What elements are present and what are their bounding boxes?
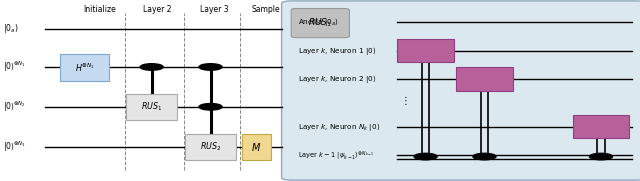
Text: $RUS(\theta_1)$: $RUS(\theta_1)$ [411, 46, 440, 56]
Text: Layer $k$, Neuron 1 $|0\rangle$: Layer $k$, Neuron 1 $|0\rangle$ [298, 45, 376, 57]
Circle shape [140, 64, 163, 70]
Text: Initialize: Initialize [83, 5, 116, 14]
Text: $\vdots$: $\vdots$ [400, 94, 408, 107]
Circle shape [589, 153, 612, 160]
Text: Layer $k-1$ $|\psi_{k-1}\rangle^{\otimes N_{k-1}}$: Layer $k-1$ $|\psi_{k-1}\rangle^{\otimes… [298, 150, 374, 163]
Text: $RUS_2$: $RUS_2$ [200, 141, 221, 153]
Text: $M$: $M$ [252, 141, 261, 153]
FancyBboxPatch shape [456, 67, 513, 90]
FancyBboxPatch shape [573, 115, 629, 138]
Circle shape [199, 64, 222, 70]
Text: $|0\rangle^{\otimes N_2}$: $|0\rangle^{\otimes N_2}$ [3, 100, 26, 114]
FancyBboxPatch shape [282, 1, 640, 180]
FancyBboxPatch shape [242, 134, 271, 160]
Text: $RUS_1$: $RUS_1$ [308, 17, 332, 29]
FancyBboxPatch shape [291, 9, 349, 38]
Text: Ancilla $|0_a\rangle$: Ancilla $|0_a\rangle$ [298, 16, 339, 28]
Circle shape [414, 153, 437, 160]
Circle shape [199, 104, 222, 110]
Text: Layer $k$, Neuron 2 $|0\rangle$: Layer $k$, Neuron 2 $|0\rangle$ [298, 73, 376, 85]
Text: $|0\rangle^{\otimes N_3}$: $|0\rangle^{\otimes N_3}$ [3, 139, 26, 154]
FancyBboxPatch shape [185, 134, 236, 160]
Circle shape [473, 153, 496, 160]
FancyBboxPatch shape [397, 39, 454, 62]
Text: $RUS_1$: $RUS_1$ [141, 101, 163, 113]
Text: $|0_a)$: $|0_a)$ [3, 22, 19, 35]
Text: Layer 3: Layer 3 [200, 5, 228, 14]
FancyBboxPatch shape [126, 94, 177, 120]
Text: Layer $k$, Neuron $N_k$ $|0\rangle$: Layer $k$, Neuron $N_k$ $|0\rangle$ [298, 121, 380, 133]
Text: $RUS(\theta_k)$: $RUS(\theta_k)$ [587, 122, 615, 132]
Text: $H^{\otimes N_1}$: $H^{\otimes N_1}$ [75, 61, 94, 74]
FancyBboxPatch shape [60, 54, 109, 81]
Text: Layer 2: Layer 2 [143, 5, 171, 14]
Text: Sample: Sample [252, 5, 280, 14]
Text: $RUS(\theta_2)$: $RUS(\theta_2)$ [470, 74, 499, 84]
Text: $|0\rangle^{\otimes N_1}$: $|0\rangle^{\otimes N_1}$ [3, 60, 26, 74]
